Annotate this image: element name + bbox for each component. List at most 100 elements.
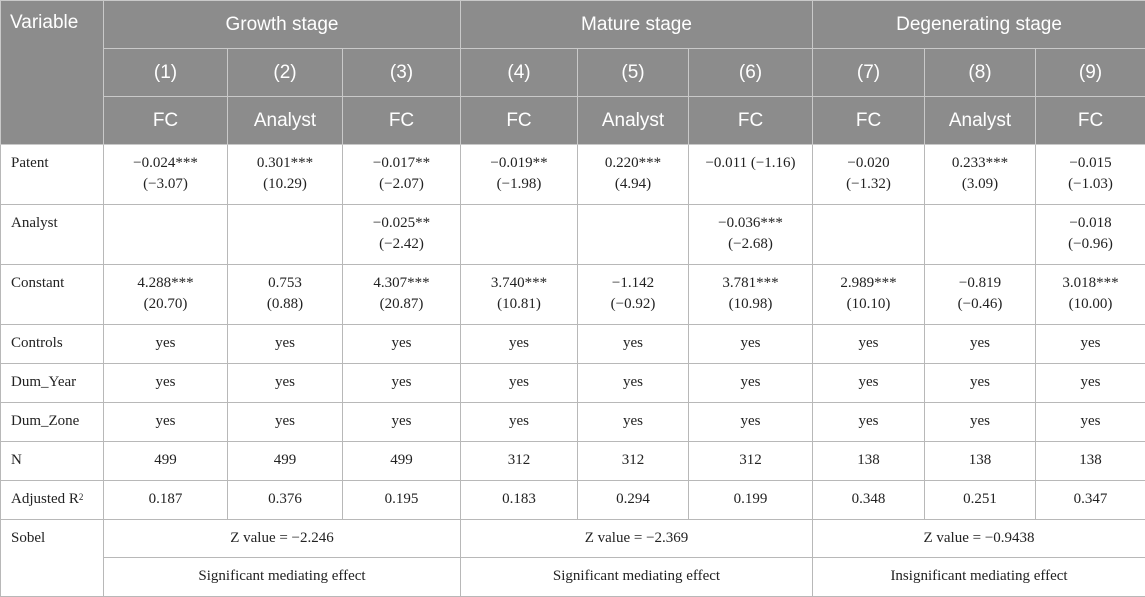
column-var: FC <box>813 97 925 145</box>
table-cell: 312 <box>578 442 689 481</box>
table-cell: yes <box>104 364 228 403</box>
t-stat: (−0.96) <box>1038 234 1143 255</box>
column-number: (1) <box>104 49 228 97</box>
table-cell: 312 <box>461 442 578 481</box>
t-stat: (−0.92) <box>580 294 686 315</box>
table-cell: −0.011 (−1.16) <box>689 145 813 205</box>
coef: 0.220*** <box>580 153 686 174</box>
row-label: Sobel <box>1 520 104 597</box>
coef: 3.018*** <box>1038 273 1143 294</box>
table-cell: −0.018(−0.96) <box>1036 205 1145 265</box>
column-var: Analyst <box>578 97 689 145</box>
row-adjusted-r2: Adjusted R2 0.187 0.376 0.195 0.183 0.29… <box>1 481 1145 520</box>
table-cell: yes <box>925 403 1036 442</box>
table-cell: yes <box>689 364 813 403</box>
table-cell: yes <box>813 364 925 403</box>
group-header-mature: Mature stage <box>461 1 813 49</box>
table-cell: 312 <box>689 442 813 481</box>
column-var-row: FC Analyst FC FC Analyst FC FC Analyst F… <box>1 97 1145 145</box>
column-number: (7) <box>813 49 925 97</box>
table-cell: 499 <box>343 442 461 481</box>
table-cell: 0.376 <box>228 481 343 520</box>
row-label-text: Adjusted R <box>11 491 79 507</box>
table-cell <box>104 205 228 265</box>
table-cell: yes <box>1036 403 1145 442</box>
table-cell: 0.187 <box>104 481 228 520</box>
table-cell: yes <box>104 403 228 442</box>
table-cell: 499 <box>104 442 228 481</box>
table-cell: 0.348 <box>813 481 925 520</box>
row-controls: Controls yes yes yes yes yes yes yes yes… <box>1 325 1145 364</box>
row-label: Patent <box>1 145 104 205</box>
table-cell: yes <box>461 364 578 403</box>
table-cell: yes <box>578 325 689 364</box>
t-stat: (−1.03) <box>1038 174 1143 195</box>
table-cell: −0.025**(−2.42) <box>343 205 461 265</box>
sobel-z-value: Z value = −2.246 <box>104 520 461 558</box>
coef: −0.819 <box>927 273 1033 294</box>
t-stat: (10.00) <box>1038 294 1143 315</box>
column-var: Analyst <box>925 97 1036 145</box>
coef: 0.753 <box>230 273 340 294</box>
t-stat: (20.87) <box>345 294 458 315</box>
column-number: (6) <box>689 49 813 97</box>
table-cell: 3.740***(10.81) <box>461 265 578 325</box>
row-dum-zone: Dum_Zone yes yes yes yes yes yes yes yes… <box>1 403 1145 442</box>
row-label: Adjusted R2 <box>1 481 104 520</box>
column-var: Analyst <box>228 97 343 145</box>
coef: −0.036*** <box>691 213 810 234</box>
table-cell <box>228 205 343 265</box>
row-sobel: Sobel Z value = −2.246 Z value = −2.369 … <box>1 520 1145 558</box>
variable-header: Variable <box>1 1 104 145</box>
table-cell: −0.020(−1.32) <box>813 145 925 205</box>
coef: 0.233*** <box>927 153 1033 174</box>
table-cell: yes <box>228 325 343 364</box>
column-number: (2) <box>228 49 343 97</box>
table-cell: yes <box>343 403 461 442</box>
t-stat: (−0.46) <box>927 294 1033 315</box>
row-label-superscript: 2 <box>79 492 84 502</box>
row-label: Constant <box>1 265 104 325</box>
table-cell: 138 <box>1036 442 1145 481</box>
row-dum-year: Dum_Year yes yes yes yes yes yes yes yes… <box>1 364 1145 403</box>
table-cell: 0.220***(4.94) <box>578 145 689 205</box>
table-body: Patent −0.024***(−3.07) 0.301***(10.29) … <box>1 145 1145 597</box>
coef: 4.307*** <box>345 273 458 294</box>
table-cell: yes <box>228 364 343 403</box>
table-cell: 0.251 <box>925 481 1036 520</box>
table-cell: 2.989***(10.10) <box>813 265 925 325</box>
coef: 0.301*** <box>230 153 340 174</box>
table-cell: 499 <box>228 442 343 481</box>
table-cell: yes <box>813 403 925 442</box>
table-cell: yes <box>461 325 578 364</box>
t-stat: (−3.07) <box>106 174 225 195</box>
table-cell: −0.036***(−2.68) <box>689 205 813 265</box>
table-cell: yes <box>689 403 813 442</box>
coef: −0.020 <box>815 153 922 174</box>
column-var: FC <box>104 97 228 145</box>
table-cell <box>578 205 689 265</box>
column-var: FC <box>1036 97 1145 145</box>
group-header-growth: Growth stage <box>104 1 461 49</box>
table-cell: 3.781***(10.98) <box>689 265 813 325</box>
table-cell: yes <box>925 364 1036 403</box>
t-stat: (10.81) <box>463 294 575 315</box>
coef: −0.025** <box>345 213 458 234</box>
row-analyst: Analyst −0.025**(−2.42) −0.036***(−2.68)… <box>1 205 1145 265</box>
table-cell: yes <box>925 325 1036 364</box>
t-stat: (0.88) <box>230 294 340 315</box>
table-cell: 0.294 <box>578 481 689 520</box>
table-cell: −0.819(−0.46) <box>925 265 1036 325</box>
table-cell: 0.183 <box>461 481 578 520</box>
table-cell: yes <box>343 325 461 364</box>
column-number: (9) <box>1036 49 1145 97</box>
column-var: FC <box>343 97 461 145</box>
table-header: Variable Growth stage Mature stage Degen… <box>1 1 1145 145</box>
table-cell: 138 <box>925 442 1036 481</box>
table-cell: yes <box>104 325 228 364</box>
coef: −0.017** <box>345 153 458 174</box>
coef: −0.018 <box>1038 213 1143 234</box>
t-stat: (10.29) <box>230 174 340 195</box>
table-cell: 0.199 <box>689 481 813 520</box>
table-cell <box>461 205 578 265</box>
